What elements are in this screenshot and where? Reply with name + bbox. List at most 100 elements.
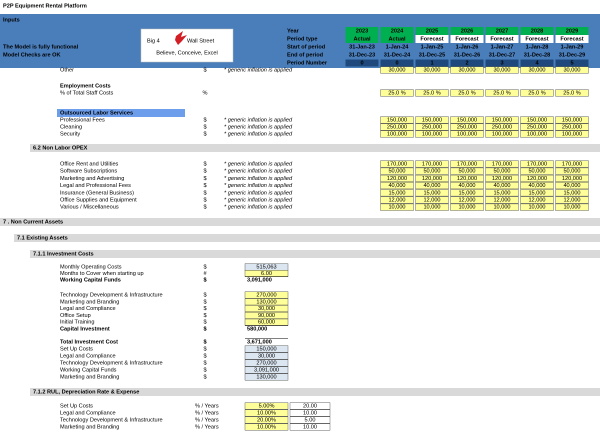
year: 2024 xyxy=(391,28,404,34)
row-label: Legal and Compliance xyxy=(60,410,116,416)
row-label: Initial Training xyxy=(60,320,95,326)
input-cell xyxy=(520,167,554,175)
input-value: 30,000 xyxy=(423,67,440,73)
period-number-cell xyxy=(450,59,484,67)
input-cell xyxy=(380,167,414,175)
row-unit: $ xyxy=(203,299,207,305)
section-heading: 7 . Non Current Assets xyxy=(3,219,63,225)
row-note: * generic inflation is applied xyxy=(224,183,293,189)
end-date: 31-Dec-29 xyxy=(559,52,585,58)
years-value: 10.00 xyxy=(303,424,317,430)
year-cell xyxy=(485,27,519,35)
row-label: Marketing and Branding xyxy=(60,299,119,305)
row-label: Marketing and Branding xyxy=(60,374,119,380)
row-note: * generic inflation is applied xyxy=(224,190,293,196)
input-value: 12,000 xyxy=(563,197,580,203)
cell-value: 6.00 xyxy=(261,271,272,277)
input-value: 25.0 % xyxy=(493,90,510,96)
period-number: 0 xyxy=(395,60,398,66)
row-label: Office Supplies and Equipment xyxy=(60,197,137,203)
input-cell xyxy=(380,116,414,124)
input-cell xyxy=(485,196,519,204)
row-label: Professional Fees xyxy=(60,117,105,123)
input-cell xyxy=(520,203,554,211)
period-number-cell xyxy=(555,59,589,67)
row-unit: % / Years xyxy=(195,424,219,430)
input-cell xyxy=(555,174,589,182)
input-value: 25.0 % xyxy=(563,90,580,96)
input-cell xyxy=(520,174,554,182)
input-value: 10,000 xyxy=(493,205,510,211)
logo-text: Big 4 xyxy=(147,38,160,44)
row-note: * generic inflation is applied xyxy=(224,124,293,130)
input-cell xyxy=(415,66,449,74)
input-cell xyxy=(520,189,554,197)
input-value: 12,000 xyxy=(493,197,510,203)
period-number: 2 xyxy=(465,60,468,66)
row-label: Capital Investment xyxy=(60,326,110,332)
period-type: Forecast xyxy=(560,36,583,42)
input-value: 15,000 xyxy=(493,190,510,196)
input-value: 120,000 xyxy=(422,176,442,182)
input-value: 50,000 xyxy=(458,169,475,175)
input-value: 120,000 xyxy=(492,176,512,182)
cell-value: 90,000 xyxy=(258,313,275,319)
cell-value: 270,000 xyxy=(256,292,276,298)
calc-cell xyxy=(244,352,289,360)
input-cell xyxy=(244,409,289,417)
input-cell xyxy=(555,116,589,124)
input-cell xyxy=(244,291,289,299)
section-heading: 7.1 Existing Assets xyxy=(17,235,68,241)
input-cell xyxy=(415,123,449,131)
input-cell xyxy=(520,160,554,168)
input-value: 15,000 xyxy=(528,190,545,196)
row-unit: % / Years xyxy=(195,403,219,409)
row-unit: $ xyxy=(203,131,207,137)
input-cell xyxy=(485,189,519,197)
input-cell xyxy=(244,312,289,319)
input-value: 15,000 xyxy=(458,190,475,196)
row-label: Months to Cover when starting up xyxy=(60,271,144,277)
input-value: 50,000 xyxy=(423,169,440,175)
input-value: 50,000 xyxy=(528,169,545,175)
section-heading: 6.2 Non Labor OPEX xyxy=(33,145,88,151)
status-text: The Model is fully functional xyxy=(3,44,79,50)
start-date: 1-Jan-28 xyxy=(526,44,549,50)
row-label: Security xyxy=(60,131,80,137)
period-type: Forecast xyxy=(490,36,513,42)
timeline-label: Start of period xyxy=(287,44,326,50)
input-cell xyxy=(555,203,589,211)
input-value: 40,000 xyxy=(388,183,405,189)
input-cell xyxy=(415,89,449,97)
row-label: Working Capital Funds xyxy=(60,367,117,373)
input-value: 150,000 xyxy=(527,117,547,123)
rate-value: 10.00% xyxy=(257,410,276,416)
calc-cell xyxy=(244,366,289,374)
section-bar xyxy=(30,388,600,396)
input-cell xyxy=(450,196,484,204)
input-value: 15,000 xyxy=(563,190,580,196)
input-cell xyxy=(485,174,519,182)
row-unit: $ xyxy=(203,197,207,203)
end-date: 31-Dec-24 xyxy=(384,52,411,58)
end-date: 31-Dec-27 xyxy=(489,52,515,58)
input-value: 250,000 xyxy=(387,124,407,130)
row-unit: $ xyxy=(203,264,207,270)
input-cell xyxy=(520,196,554,204)
row-unit: $ xyxy=(203,367,207,373)
row-label: Marketing and Branding xyxy=(60,424,119,430)
input-value: 120,000 xyxy=(562,176,582,182)
start-date: 1-Jan-26 xyxy=(456,44,479,50)
input-value: 40,000 xyxy=(528,183,545,189)
row-label: Office Rent and Utilities xyxy=(60,161,119,167)
input-cell xyxy=(450,182,484,190)
input-value: 170,000 xyxy=(422,161,442,167)
row-label: Insurance (General Business) xyxy=(60,190,134,196)
input-cell xyxy=(415,130,449,138)
input-value: 10,000 xyxy=(528,205,545,211)
row-unit: % xyxy=(203,90,208,96)
input-value: 30,000 xyxy=(493,67,510,73)
cell-value: 130,000 xyxy=(256,299,276,305)
input-value: 150,000 xyxy=(562,117,582,123)
input-cell xyxy=(380,89,414,97)
